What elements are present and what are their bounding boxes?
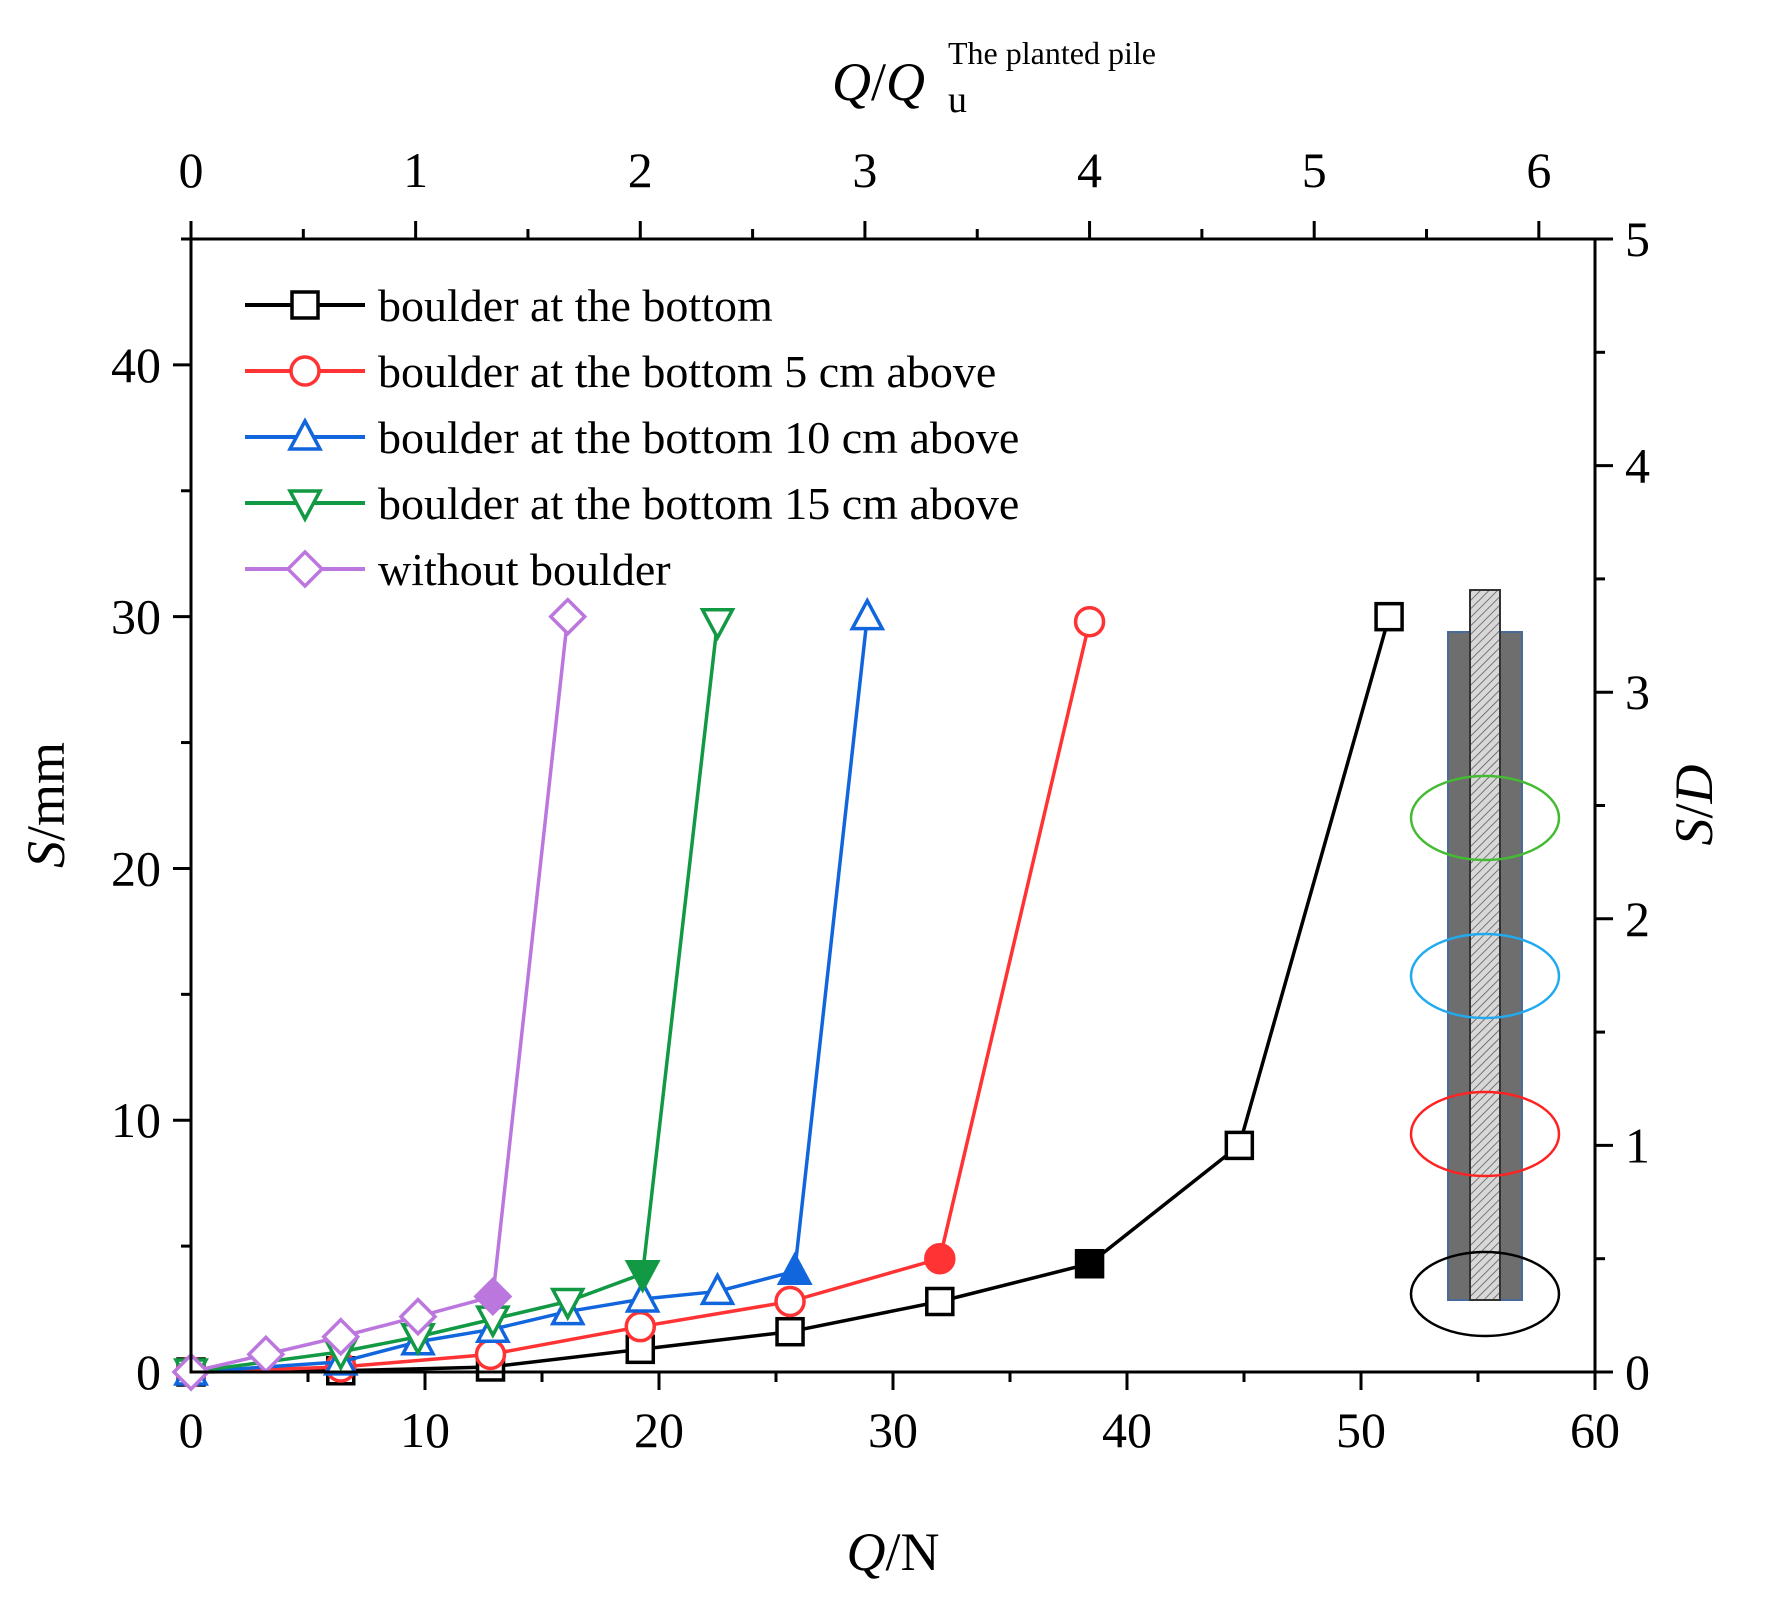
y2-tick-label: 5 xyxy=(1625,211,1650,267)
data-point xyxy=(849,596,886,631)
legend: boulder at the bottom boulder at the bott… xyxy=(245,280,1019,595)
x-tick-label: 10 xyxy=(400,1402,450,1458)
legend-marker xyxy=(289,355,321,387)
legend-item: boulder at the bottom 15 cm above xyxy=(245,478,1019,529)
x2-axis-title: Q/Q xyxy=(832,52,925,112)
legend-marker xyxy=(287,417,323,451)
legend-marker xyxy=(285,549,325,589)
pile-core xyxy=(1469,589,1501,1301)
y-tick-label: 20 xyxy=(111,840,161,896)
x2-axis-title-subscript: u xyxy=(948,79,967,121)
x2-tick-label: 2 xyxy=(628,142,653,198)
boulder-outline xyxy=(1409,774,1561,862)
legend-label: boulder at the bottom xyxy=(378,280,773,331)
y2-tick-label: 3 xyxy=(1625,664,1650,720)
legend-item: boulder at the bottom xyxy=(245,280,773,331)
x-tick-label: 20 xyxy=(634,1402,684,1458)
y-tick-label: 10 xyxy=(111,1092,161,1148)
x2-tick-label: 4 xyxy=(1077,142,1102,198)
boulder-outline xyxy=(1409,1090,1561,1178)
series-5 xyxy=(171,597,588,1392)
x-tick-label: 40 xyxy=(1102,1402,1152,1458)
x-tick-label: 50 xyxy=(1336,1402,1386,1458)
boulder-outline xyxy=(1409,1250,1561,1338)
data-point xyxy=(474,1338,507,1371)
x2-tick-label: 0 xyxy=(179,142,204,198)
data-point xyxy=(1224,1130,1255,1161)
y-tick-label: 30 xyxy=(111,589,161,645)
y2-axis-title: S/D xyxy=(1664,764,1724,845)
data-point xyxy=(1374,601,1404,632)
data-point xyxy=(624,1310,657,1343)
legend-label: boulder at the bottom 10 cm above xyxy=(378,412,1019,463)
x-tick-label: 60 xyxy=(1570,1402,1620,1458)
series-line xyxy=(190,616,869,1374)
series-layer xyxy=(171,596,1404,1392)
series-line xyxy=(190,616,570,1374)
data-point xyxy=(624,1260,661,1294)
legend-item: without boulder xyxy=(245,544,671,595)
legend-label: without boulder xyxy=(378,544,671,595)
pile-boulder-inset xyxy=(1409,589,1561,1338)
y2-tick-label: 0 xyxy=(1625,1344,1650,1400)
y2-tick-label: 2 xyxy=(1625,891,1650,947)
x-tick-label: 30 xyxy=(868,1402,918,1458)
data-point xyxy=(473,1276,513,1316)
data-point xyxy=(699,1271,736,1306)
data-point xyxy=(776,1251,813,1286)
data-point xyxy=(1074,1248,1105,1279)
boulder-outline xyxy=(1409,932,1561,1020)
data-point xyxy=(398,1297,438,1337)
legend-marker xyxy=(290,290,320,320)
y-axis-title: S/mm xyxy=(16,742,76,868)
data-point xyxy=(1073,605,1106,638)
data-point xyxy=(924,1242,956,1275)
data-point xyxy=(624,1279,661,1313)
data-point xyxy=(549,1287,586,1322)
data-point xyxy=(321,1317,361,1357)
y2-tick-label: 4 xyxy=(1625,438,1650,494)
plot-frame xyxy=(189,237,1597,1374)
legend-label: boulder at the bottom 15 cm above xyxy=(378,478,1019,529)
series-4 xyxy=(173,607,736,1392)
y-tick-label: 40 xyxy=(111,337,161,393)
series-3 xyxy=(173,596,886,1386)
y2-tick-label: 1 xyxy=(1625,1117,1650,1173)
x2-axis-title-superscript: The planted pile xyxy=(948,35,1156,71)
x-tick-label: 0 xyxy=(179,1402,204,1458)
series-line xyxy=(190,616,1391,1374)
data-point xyxy=(775,1316,805,1347)
x2-tick-label: 3 xyxy=(852,142,877,198)
x-axis-title: Q/N xyxy=(847,1522,940,1582)
data-point xyxy=(774,1285,806,1318)
data-point xyxy=(925,1286,955,1317)
data-point xyxy=(548,597,588,637)
x2-tick-label: 6 xyxy=(1526,142,1551,198)
data-point xyxy=(699,607,736,642)
y-tick-label: 0 xyxy=(136,1344,161,1400)
legend-label: boulder at the bottom 5 cm above xyxy=(378,346,996,397)
x2-tick-label: 5 xyxy=(1302,142,1327,198)
legend-marker xyxy=(287,489,323,523)
series-line xyxy=(190,621,720,1374)
legend-item: boulder at the bottom 5 cm above xyxy=(245,346,996,397)
legend-item: boulder at the bottom 10 cm above xyxy=(245,412,1019,463)
x2-tick-label: 1 xyxy=(403,142,428,198)
